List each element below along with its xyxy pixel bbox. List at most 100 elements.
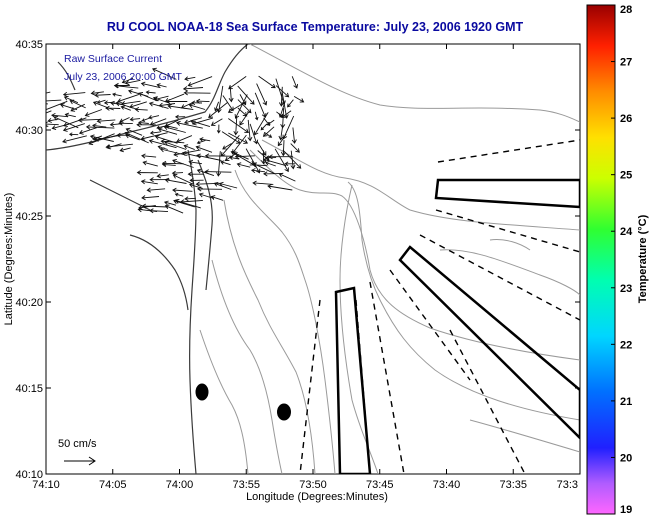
current-vector-arrow — [174, 192, 184, 197]
y-tick-label: 40:35 — [15, 39, 43, 51]
y-axis-label: Latitude (Degrees:Minutes) — [3, 193, 15, 326]
current-vector-arrow — [210, 195, 224, 201]
current-vector-arrow — [227, 101, 247, 113]
current-vector-arrow — [90, 90, 104, 96]
current-vector-arrow — [268, 154, 293, 160]
current-vector-arrow — [164, 140, 187, 150]
current-vector-arrow — [204, 169, 232, 175]
current-vector-arrow — [140, 132, 168, 141]
current-vector-arrow — [188, 103, 206, 110]
current-vector-arrow — [287, 99, 294, 108]
current-vector-arrow — [174, 198, 201, 209]
x-tick-label: 73:35 — [499, 479, 527, 491]
current-vector-arrow — [165, 99, 188, 104]
current-vector-arrow — [174, 114, 186, 119]
current-vector-arrow — [195, 145, 213, 153]
current-vector-arrow — [105, 143, 133, 150]
current-vector-arrow — [173, 149, 201, 157]
current-vector-arrow — [281, 110, 292, 119]
current-vector-arrow — [236, 162, 251, 168]
current-vector-arrow — [239, 111, 250, 126]
current-vector-arrow — [282, 115, 295, 140]
current-vector-arrow — [157, 127, 178, 135]
current-vector-arrow — [175, 120, 203, 129]
colorbar-tick-label: 28 — [620, 4, 632, 16]
current-vector-arrow — [182, 86, 204, 92]
current-vector-arrow — [184, 196, 196, 202]
current-vector-arrow — [62, 123, 85, 132]
colorbar-tick-label: 23 — [620, 283, 632, 295]
current-vector-arrow — [62, 135, 87, 144]
annotation-line1: Raw Surface Current — [64, 53, 162, 65]
current-vector-arrow — [187, 171, 204, 177]
current-vector-arrow — [280, 140, 286, 157]
current-vector-arrow — [210, 118, 223, 126]
current-vector-arrow — [46, 100, 68, 113]
colorbar-tick-label: 20 — [620, 452, 632, 464]
current-vector-arrow — [96, 118, 116, 124]
current-vector-arrow — [94, 92, 111, 98]
current-vector-arrow — [120, 105, 131, 111]
current-vector-arrow — [46, 110, 52, 114]
current-vector-arrow — [291, 76, 299, 89]
colorbar-tick-label: 25 — [620, 170, 632, 182]
y-tick-label: 40:20 — [15, 297, 43, 309]
current-vector-arrow — [105, 105, 121, 111]
current-vector-arrow — [129, 117, 141, 122]
colorbar-tick-label: 26 — [620, 113, 632, 125]
current-vector-arrow — [148, 114, 160, 120]
current-vector-arrow — [249, 123, 259, 145]
current-vector-arrow — [256, 83, 268, 106]
x-tick-label: 73:55 — [232, 479, 260, 491]
plot-area — [45, 43, 581, 475]
current-vector-arrow — [187, 76, 213, 87]
surface-current-vectors — [46, 67, 305, 214]
current-vector-arrow — [119, 147, 131, 153]
current-vector-arrow — [228, 76, 247, 90]
current-vector-arrow — [254, 111, 259, 121]
y-tick-label: 40:10 — [15, 469, 43, 481]
current-vector-arrow — [252, 180, 274, 186]
current-vector-arrow — [140, 179, 158, 185]
current-vector-arrow — [149, 118, 167, 126]
x-axis-ticks: 74:10 74:05 74:00 73:55 73:50 73:45 73:40 73:35… — [32, 44, 581, 491]
colorbar-tick-label: 21 — [620, 396, 632, 408]
current-vector-arrow — [274, 148, 289, 173]
current-vector-arrow — [245, 148, 261, 174]
scale-arrow — [64, 456, 96, 466]
current-vector-arrow — [92, 101, 114, 111]
current-vector-arrow — [134, 107, 148, 113]
current-vector-arrow — [196, 139, 206, 145]
colorbar-tick-label: 24 — [620, 226, 633, 238]
current-vector-arrow — [85, 124, 115, 130]
current-vector-arrow — [250, 168, 266, 174]
colorbar-tick-label: 19 — [620, 504, 632, 516]
current-vector-arrow — [69, 99, 86, 109]
current-vector-arrow — [136, 170, 158, 176]
current-vector-arrow — [230, 150, 249, 160]
current-vector-arrow — [78, 127, 97, 135]
current-vector-arrow — [199, 137, 211, 142]
current-vector-arrow — [222, 143, 232, 150]
current-vector-arrow — [278, 100, 286, 118]
current-vector-arrow — [141, 203, 169, 209]
current-vector-arrow — [222, 95, 234, 112]
current-vector-arrow — [113, 83, 139, 89]
study-boxes — [334, 178, 580, 474]
current-vector-arrow — [196, 153, 222, 161]
current-vector-arrow — [62, 91, 86, 97]
current-vector-arrow — [189, 119, 211, 128]
current-vector-arrow — [208, 102, 228, 119]
current-vector-arrow — [234, 94, 248, 119]
current-vector-arrow — [228, 132, 249, 144]
current-vector-arrow — [146, 187, 166, 193]
colorbar-tick-label: 27 — [620, 57, 632, 69]
current-vector-arrow — [237, 85, 255, 105]
x-tick-label: 74:05 — [99, 479, 127, 491]
current-vector-arrow — [195, 98, 210, 104]
colorbar — [586, 4, 616, 515]
y-tick-label: 40:15 — [15, 383, 43, 395]
current-vector-arrow — [46, 91, 51, 94]
current-vector-arrow — [264, 132, 273, 138]
